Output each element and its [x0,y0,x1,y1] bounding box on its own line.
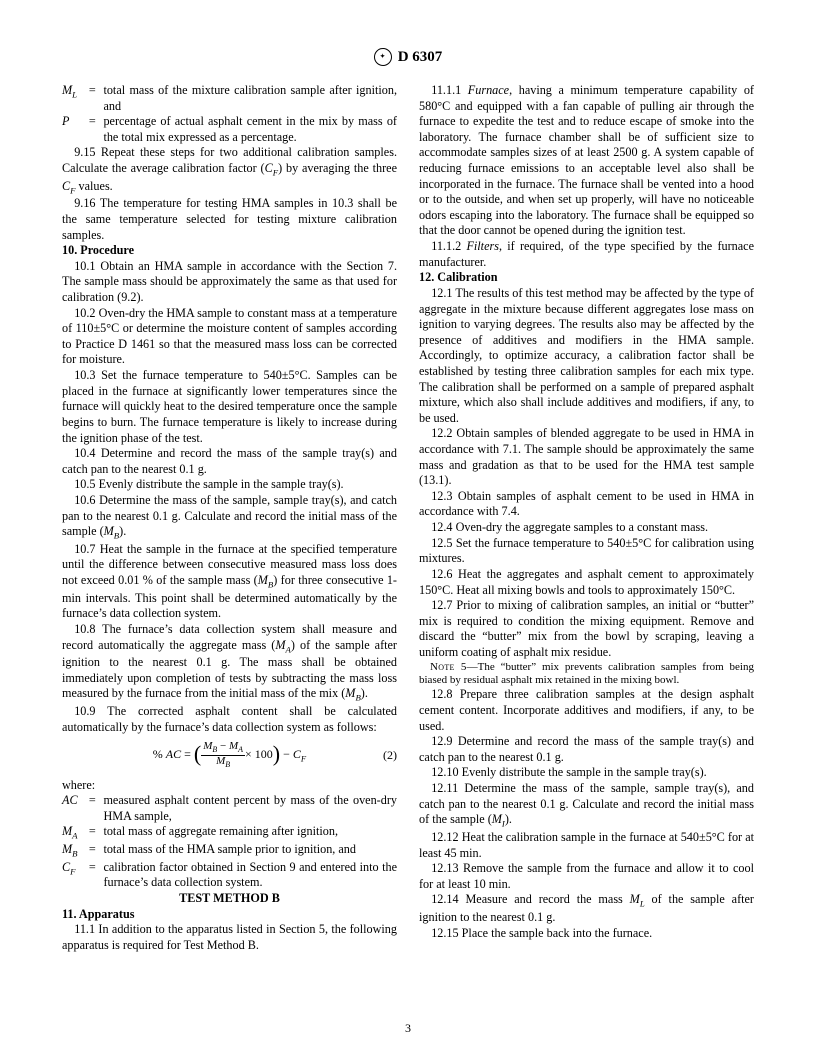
def-text: total mass of the mixture calibration sa… [103,83,397,114]
page-number: 3 [0,1021,816,1036]
para-10-5: 10.5 Evenly distribute the sample in the… [62,477,397,493]
eq-minus-cf: − CF [283,747,306,761]
page-header: ✦ D 6307 [62,48,754,67]
para-12-15: 12.15 Place the sample back into the fur… [419,926,754,942]
para-12-6: 12.6 Heat the aggregates and asphalt cem… [419,567,754,598]
def-symbol: AC [62,793,89,809]
section-heading-11: 11. Apparatus [62,907,397,923]
para-12-3: 12.3 Obtain samples of asphalt cement to… [419,489,754,520]
def-eq: = [89,83,104,99]
para-12-11: 12.11 Determine the mass of the sample, … [419,781,754,830]
eq-denominator: MB [201,756,245,770]
def-eq: = [89,793,104,809]
def-eq: = [89,824,104,840]
def-row: ML = total mass of the mixture calibrati… [62,83,397,114]
para-12-10: 12.10 Evenly distribute the sample in th… [419,765,754,781]
section-heading-12: 12. Calibration [419,270,754,286]
para-9-16: 9.16 The temperature for testing HMA sam… [62,196,397,243]
def-symbol: CF [62,860,89,878]
para-10-7: 10.7 Heat the sample in the furnace at t… [62,542,397,622]
para-10-4: 10.4 Determine and record the mass of th… [62,446,397,477]
para-12-7: 12.7 Prior to mixing of calibration samp… [419,598,754,660]
para-12-8: 12.8 Prepare three calibration samples a… [419,687,754,734]
para-12-9: 12.9 Determine and record the mass of th… [419,734,754,765]
eq-numerator: MB − MA [201,741,245,756]
def-text: total mass of the HMA sample prior to ig… [103,842,397,858]
note-5: Note 5—The “butter” mix prevents calibra… [419,661,754,688]
where-label: where: [62,778,397,794]
para-11-1-2: 11.1.2 Filters, if required, of the type… [419,239,754,270]
para-10-3: 10.3 Set the furnace temperature to 540±… [62,368,397,446]
para-9-15: 9.15 Repeat these steps for two addition… [62,145,397,196]
section-heading-10: 10. Procedure [62,243,397,259]
def-row: MB = total mass of the HMA sample prior … [62,842,397,860]
designation: D 6307 [398,49,443,66]
def-row: MA = total mass of aggregate remaining a… [62,824,397,842]
def-eq: = [89,860,104,876]
astm-logo: ✦ [374,48,392,67]
para-11-1: 11.1 In addition to the apparatus listed… [62,922,397,953]
def-row: AC = measured asphalt content percent by… [62,793,397,824]
para-12-1: 12.1 The results of this test method may… [419,286,754,426]
para-12-4: 12.4 Oven-dry the aggregate samples to a… [419,520,754,536]
def-symbol: MB [62,842,89,860]
para-12-12: 12.12 Heat the calibration sample in the… [419,830,754,861]
equation-2: % AC = ( MB − MA MB × 100) − CF (2) [62,741,397,769]
test-method-b-heading: TEST METHOD B [62,891,397,907]
para-10-8: 10.8 The furnace’s data collection syste… [62,622,397,704]
para-12-2: 12.2 Obtain samples of blended aggregate… [419,426,754,488]
equation-number: (2) [383,748,397,763]
def-symbol: ML [62,83,89,101]
page: ✦ D 6307 ML = total mass of the mixture … [0,0,816,1056]
def-text: calibration factor obtained in Section 9… [103,860,397,891]
para-10-1: 10.1 Obtain an HMA sample in accordance … [62,259,397,306]
def-row: P = percentage of actual asphalt cement … [62,114,397,145]
def-text: total mass of aggregate remaining after … [103,824,397,840]
para-10-6: 10.6 Determine the mass of the sample, s… [62,493,397,542]
eq-tail: × 100 [245,747,273,761]
para-10-2: 10.2 Oven-dry the HMA sample to constant… [62,306,397,368]
def-symbol: P [62,114,89,130]
para-11-1-1: 11.1.1 Furnace, having a minimum tempera… [419,83,754,239]
body-columns: ML = total mass of the mixture calibrati… [62,83,754,953]
eq-lhs: % AC = [153,747,191,761]
para-12-14: 12.14 Measure and record the mass ML of … [419,892,754,925]
def-text: percentage of actual asphalt cement in t… [103,114,397,145]
para-12-13: 12.13 Remove the sample from the furnace… [419,861,754,892]
def-text: measured asphalt content percent by mass… [103,793,397,824]
para-12-5: 12.5 Set the furnace temperature to 540±… [419,536,754,567]
def-symbol: MA [62,824,89,842]
para-10-9: 10.9 The corrected asphalt content shall… [62,704,397,735]
def-row: CF = calibration factor obtained in Sect… [62,860,397,891]
def-eq: = [89,114,104,130]
def-eq: = [89,842,104,858]
